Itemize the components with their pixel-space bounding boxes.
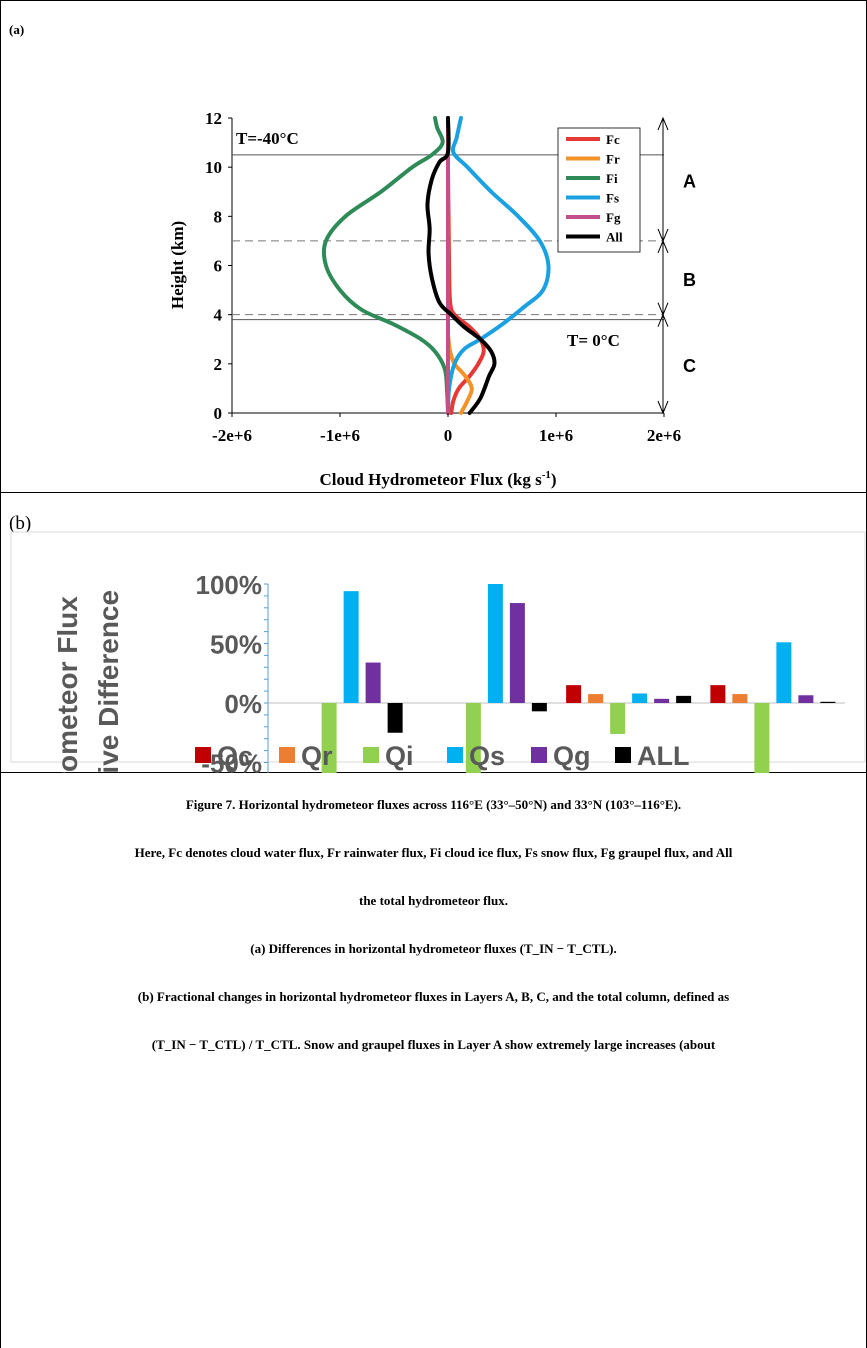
y-axis-label: Height (km) [168, 221, 187, 309]
legend-label-fc: Fc [606, 132, 620, 147]
y-tick-label: 0% [224, 689, 262, 719]
legend-swatch-qg [531, 747, 547, 763]
layer-label-a: A [683, 171, 696, 191]
legend-swatch-all [615, 747, 631, 763]
bar-qg [798, 695, 814, 703]
annotation-t-top: T=-40°C [236, 129, 299, 148]
bar-qg [509, 603, 525, 703]
chart-b-border [10, 531, 866, 763]
y-tick-label: 8 [214, 207, 223, 226]
y-tick-label: 6 [214, 257, 223, 276]
bar-chart-b-body: 100%50%0%-50%-100%layer Alayer Blayer CA… [52, 570, 845, 774]
bar-qs [343, 591, 359, 703]
series-line-all [425, 116, 497, 415]
x-axis-label-main: Cloud Hydrometeor Flux (kg s [319, 470, 542, 489]
y-tick-label: 0 [214, 404, 223, 423]
bar-qg [654, 698, 670, 703]
legend-label-fr: Fr [606, 152, 620, 167]
layer-c-extent-arrow-up [657, 313, 669, 327]
x-axis-label: Cloud Hydrometeor Flux (kg s-1) [319, 469, 556, 489]
y-tick-label: 10 [205, 158, 222, 177]
bar-qc [710, 685, 726, 703]
x-tick-label: -2e+6 [212, 426, 252, 445]
bar-qg [365, 662, 381, 703]
bar-all [676, 695, 692, 703]
bar-qs [487, 584, 503, 703]
bar-qs [776, 642, 792, 703]
annotation-t-bottom: T= 0°C [567, 331, 620, 350]
caption-line-1: Figure 7. Horizontal hydrometeor fluxes … [185, 797, 682, 812]
line-chart-a: -2e+6 -1e+6 0 1e+6 2e+6 0 2 4 6 8 10 12 T=-40°C T= … [168, 109, 696, 489]
bar-chart-b [10, 531, 866, 763]
legend-label-qs: Qs [469, 741, 505, 771]
legend-label-qg: Qg [553, 741, 591, 771]
bar-qi [465, 703, 481, 773]
bar-qi [610, 703, 626, 734]
legend-label-all: All [606, 230, 623, 245]
y-tick-label: 4 [214, 306, 223, 325]
layer-c-extent-arrow-down [657, 400, 669, 415]
y-tick-label: 12 [205, 109, 222, 128]
caption-line-4: (a) Differences in horizontal hydrometeo… [250, 941, 617, 956]
panel-b-label: (b) [9, 513, 32, 534]
bar-qr [588, 694, 604, 703]
y-tick-label: 100% [196, 570, 263, 600]
legend-label-fg: Fg [606, 210, 621, 225]
layer-label-b: B [683, 270, 696, 290]
bar-qs [632, 693, 648, 703]
legend-label-fi: Fi [606, 171, 618, 186]
series-line-fi [321, 116, 450, 415]
y-tick-label: 2 [214, 355, 223, 374]
bar-all [387, 703, 403, 733]
y-tick-label: -50% [201, 749, 262, 774]
x-tick-label: -1e+6 [320, 426, 360, 445]
series-line-fs [446, 116, 551, 415]
caption-line-6: (T_IN − T_CTL) / T_CTL. Snow and graupel… [151, 1037, 716, 1052]
legend-label-qi: Qi [385, 741, 414, 771]
y-tick-label: 50% [210, 630, 262, 660]
x-axis-label-sup: -1 [542, 469, 551, 481]
legend-box [557, 127, 641, 253]
bar-all [531, 703, 547, 712]
legend-label-qc: Qc [217, 741, 253, 771]
legend-swatch-qi [363, 747, 379, 763]
bar-qi [754, 703, 770, 773]
caption-line-2: Here, Fc denotes cloud water flux, Fr ra… [134, 845, 733, 860]
x-axis-label-end: ) [551, 470, 557, 489]
bar-all [820, 701, 836, 703]
legend-swatch-qr [279, 747, 295, 763]
legend-swatch-qs [447, 747, 463, 763]
caption-line-3: the total hydrometeor flux. [359, 893, 508, 908]
bar-qc [566, 685, 582, 703]
caption-line-5: (b) Fractional changes in horizontal hyd… [137, 989, 730, 1004]
legend-label-all: ALL [637, 741, 689, 771]
bar-qi [321, 703, 337, 773]
x-tick-label: 0 [444, 426, 453, 445]
y-axis-label-line1: Hydrometeor Flux [52, 596, 83, 773]
y-axis-label-line2: Relative Difference [93, 590, 124, 773]
legend-swatch-qc [195, 747, 211, 763]
layer-b-extent-arrow-up [657, 239, 669, 254]
x-tick-label: 1e+6 [539, 426, 573, 445]
legend-label-fs: Fs [606, 191, 619, 206]
panel-a-label: (a) [9, 22, 25, 37]
x-tick-label: 2e+6 [647, 426, 681, 445]
layer-label-c: C [683, 356, 696, 376]
legend-label-qr: Qr [301, 741, 333, 771]
layer-a-extent-arrow-up [657, 116, 669, 131]
bar-qr [732, 694, 748, 703]
